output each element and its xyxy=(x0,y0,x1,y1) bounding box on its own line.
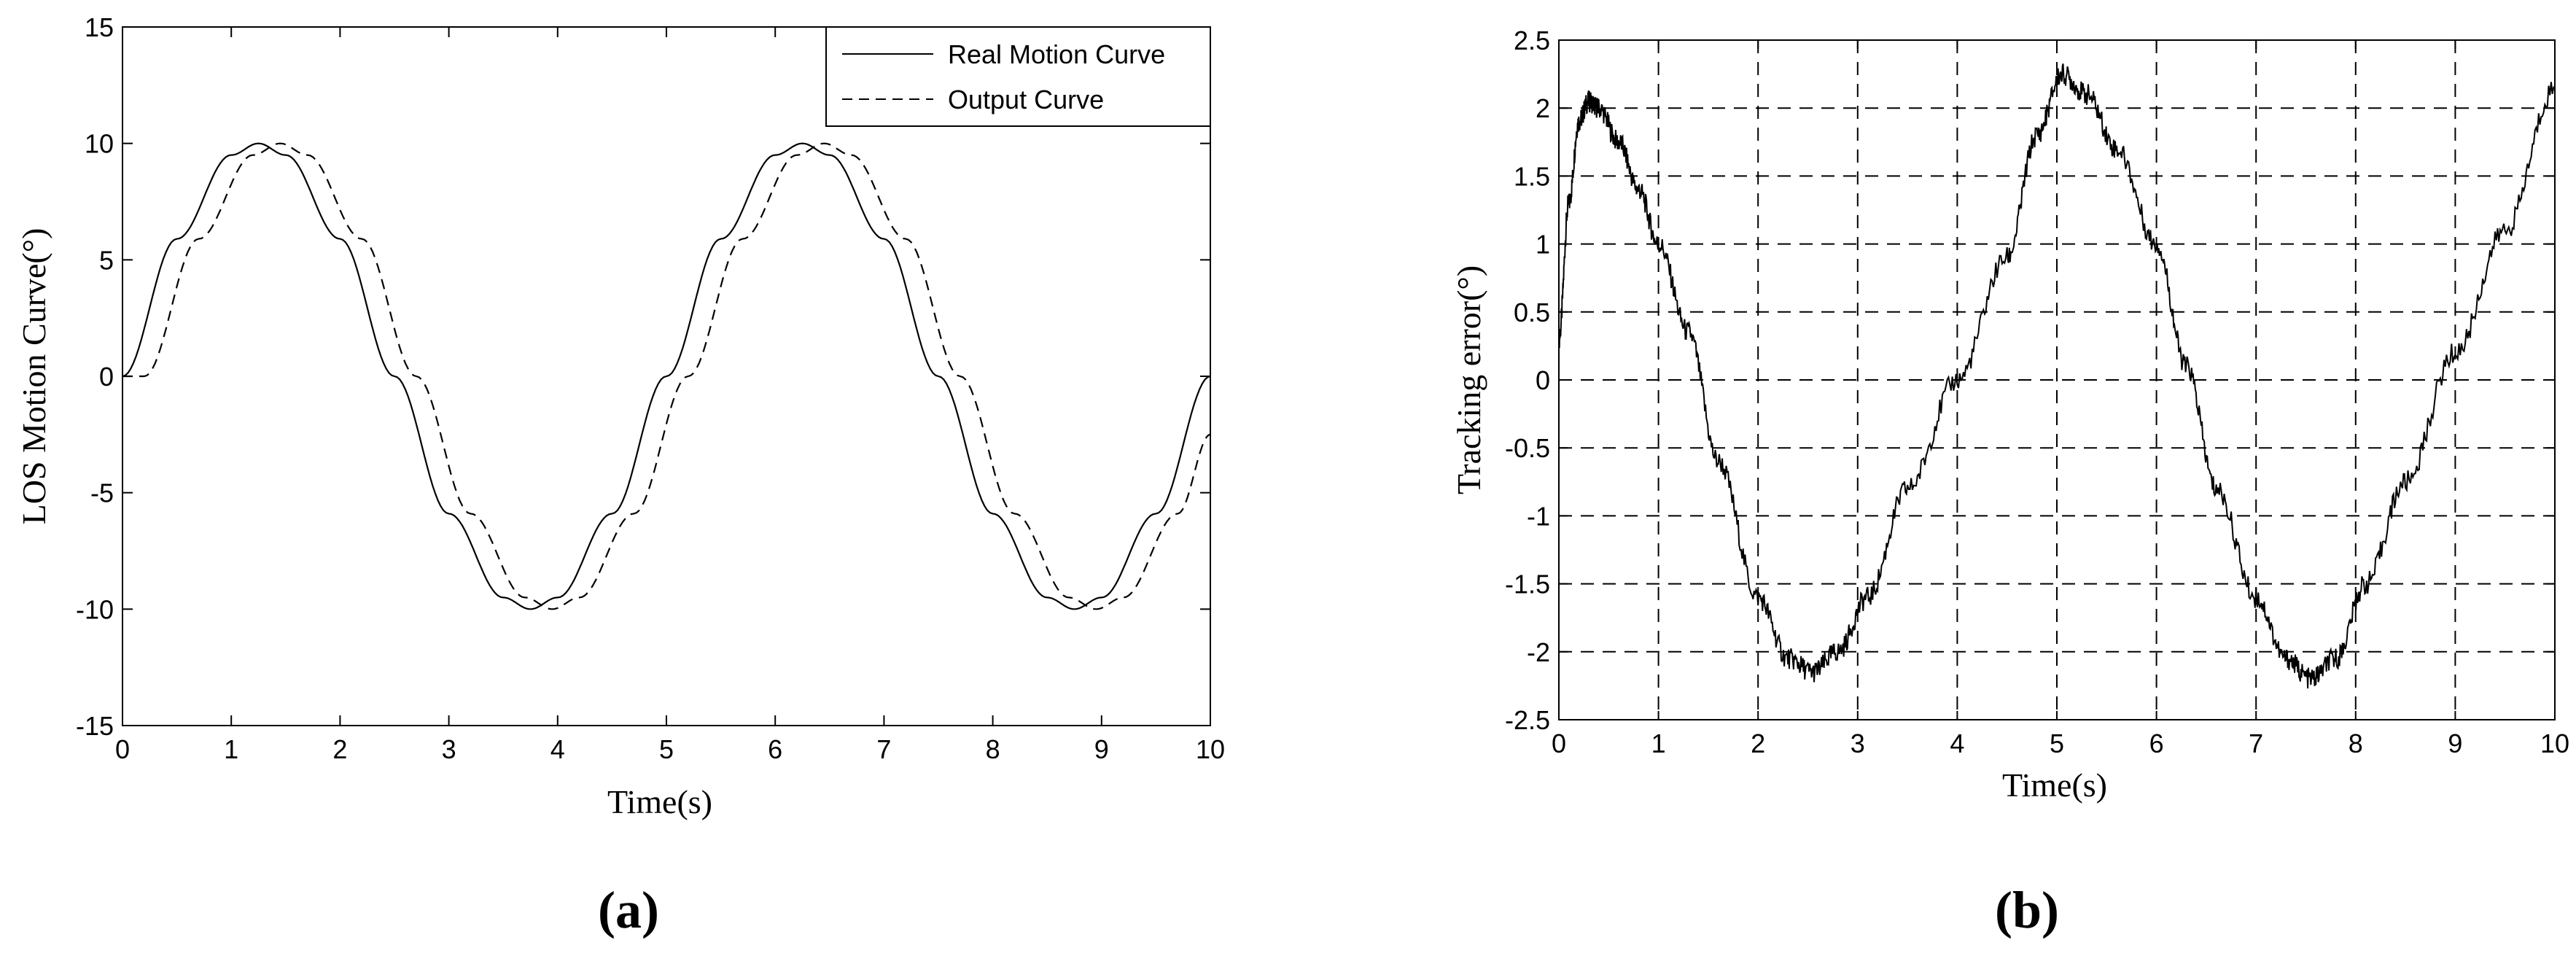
a-y-tick-label-6: 15 xyxy=(85,12,114,42)
b-y-tick-label-10: 2.5 xyxy=(1514,26,1550,55)
a-legend-label-real: Real Motion Curve xyxy=(948,39,1165,69)
b-y-tick-label-8: 1.5 xyxy=(1514,161,1550,191)
b-x-tick-label-3: 3 xyxy=(1851,728,1865,758)
b-y-tick-label-3: -1 xyxy=(1527,501,1550,531)
b-panel-caption: (b) xyxy=(1995,881,2059,939)
b-y-tick-label-7: 1 xyxy=(1536,230,1550,260)
a-y-tick-label-0: -15 xyxy=(76,711,114,741)
a-x-tick-label-6: 6 xyxy=(768,734,782,764)
a-x-tick-label-8: 8 xyxy=(986,734,1000,764)
a-legend-label-output: Output Curve xyxy=(948,85,1104,114)
a-x-tick-label-3: 3 xyxy=(442,734,456,764)
a-x-tick-label-7: 7 xyxy=(876,734,891,764)
panel-b: 0 1 2 3 4 5 6 7 8 9 10 -2.5 -2 -1.5 -1 -0.5 0 0.5 1 1.5 2 2.5… xyxy=(1450,26,2569,939)
b-x-tick-label-8: 8 xyxy=(2349,728,2363,758)
a-x-tick-label-1: 1 xyxy=(224,734,238,764)
a-x-tick-label-10: 10 xyxy=(1196,734,1225,764)
a-plot-layer xyxy=(122,142,1211,610)
panel-a: 0 1 2 3 4 5 6 7 8 9 10 -15 -10 -5 0 5 10 15 Real Motion C… xyxy=(15,12,1225,939)
b-grid xyxy=(1559,40,2555,720)
a-panel-caption: (a) xyxy=(598,881,659,939)
a-y-tick-label-2: -5 xyxy=(90,478,114,508)
b-x-axis-label: Time(s) xyxy=(2002,766,2107,804)
b-ticks: 0 1 2 3 4 5 6 7 8 9 10 -2.5 -2 -1.5 -1 -0.5 0 0.5 1 1.5 2 2.5 xyxy=(1505,26,2569,758)
a-legend: Real Motion Curve Output Curve xyxy=(825,26,1211,127)
b-x-tick-label-10: 10 xyxy=(2540,728,2569,758)
a-y-tick-label-5: 10 xyxy=(85,129,114,159)
b-y-axis-label: Tracking error(°) xyxy=(1450,265,1487,494)
a-x-tick-label-9: 9 xyxy=(1094,734,1109,764)
b-y-tick-label-4: -0.5 xyxy=(1505,433,1550,463)
a-y-tick-label-4: 5 xyxy=(99,245,114,275)
a-x-tick-label-0: 0 xyxy=(115,734,130,764)
b-y-tick-label-9: 2 xyxy=(1536,93,1550,123)
b-x-tick-label-9: 9 xyxy=(2448,728,2462,758)
a-ticks: 0 1 2 3 4 5 6 7 8 9 10 -15 -10 -5 0 5 10 15 xyxy=(76,12,1225,764)
a-x-tick-label-2: 2 xyxy=(332,734,347,764)
b-y-tick-label-2: -1.5 xyxy=(1505,570,1550,599)
b-y-tick-label-0: -2.5 xyxy=(1505,705,1550,735)
a-series-1-line xyxy=(122,142,1211,610)
b-x-tick-label-1: 1 xyxy=(1651,728,1666,758)
b-x-tick-label-5: 5 xyxy=(2050,728,2064,758)
a-x-tick-label-5: 5 xyxy=(659,734,674,764)
b-x-tick-label-4: 4 xyxy=(1950,728,1964,758)
b-y-tick-label-6: 0.5 xyxy=(1514,298,1550,327)
b-x-tick-label-0: 0 xyxy=(1552,728,1566,758)
a-legend-box xyxy=(825,26,1211,127)
a-x-tick-label-4: 4 xyxy=(550,734,565,764)
a-series-0-line xyxy=(122,142,1211,610)
b-series-0-line xyxy=(1558,63,2556,689)
a-y-tick-label-1: -10 xyxy=(76,594,114,624)
b-x-tick-label-7: 7 xyxy=(2249,728,2263,758)
a-y-axis-label: LOS Motion Curve(°) xyxy=(15,228,52,525)
b-x-tick-label-2: 2 xyxy=(1751,728,1765,758)
b-x-tick-label-6: 6 xyxy=(2149,728,2164,758)
a-x-axis-label: Time(s) xyxy=(607,783,712,820)
a-y-tick-label-3: 0 xyxy=(99,362,114,392)
b-plot-layer xyxy=(1558,63,2556,689)
b-y-tick-label-1: -2 xyxy=(1527,637,1550,667)
b-y-tick-label-5: 0 xyxy=(1536,365,1550,395)
